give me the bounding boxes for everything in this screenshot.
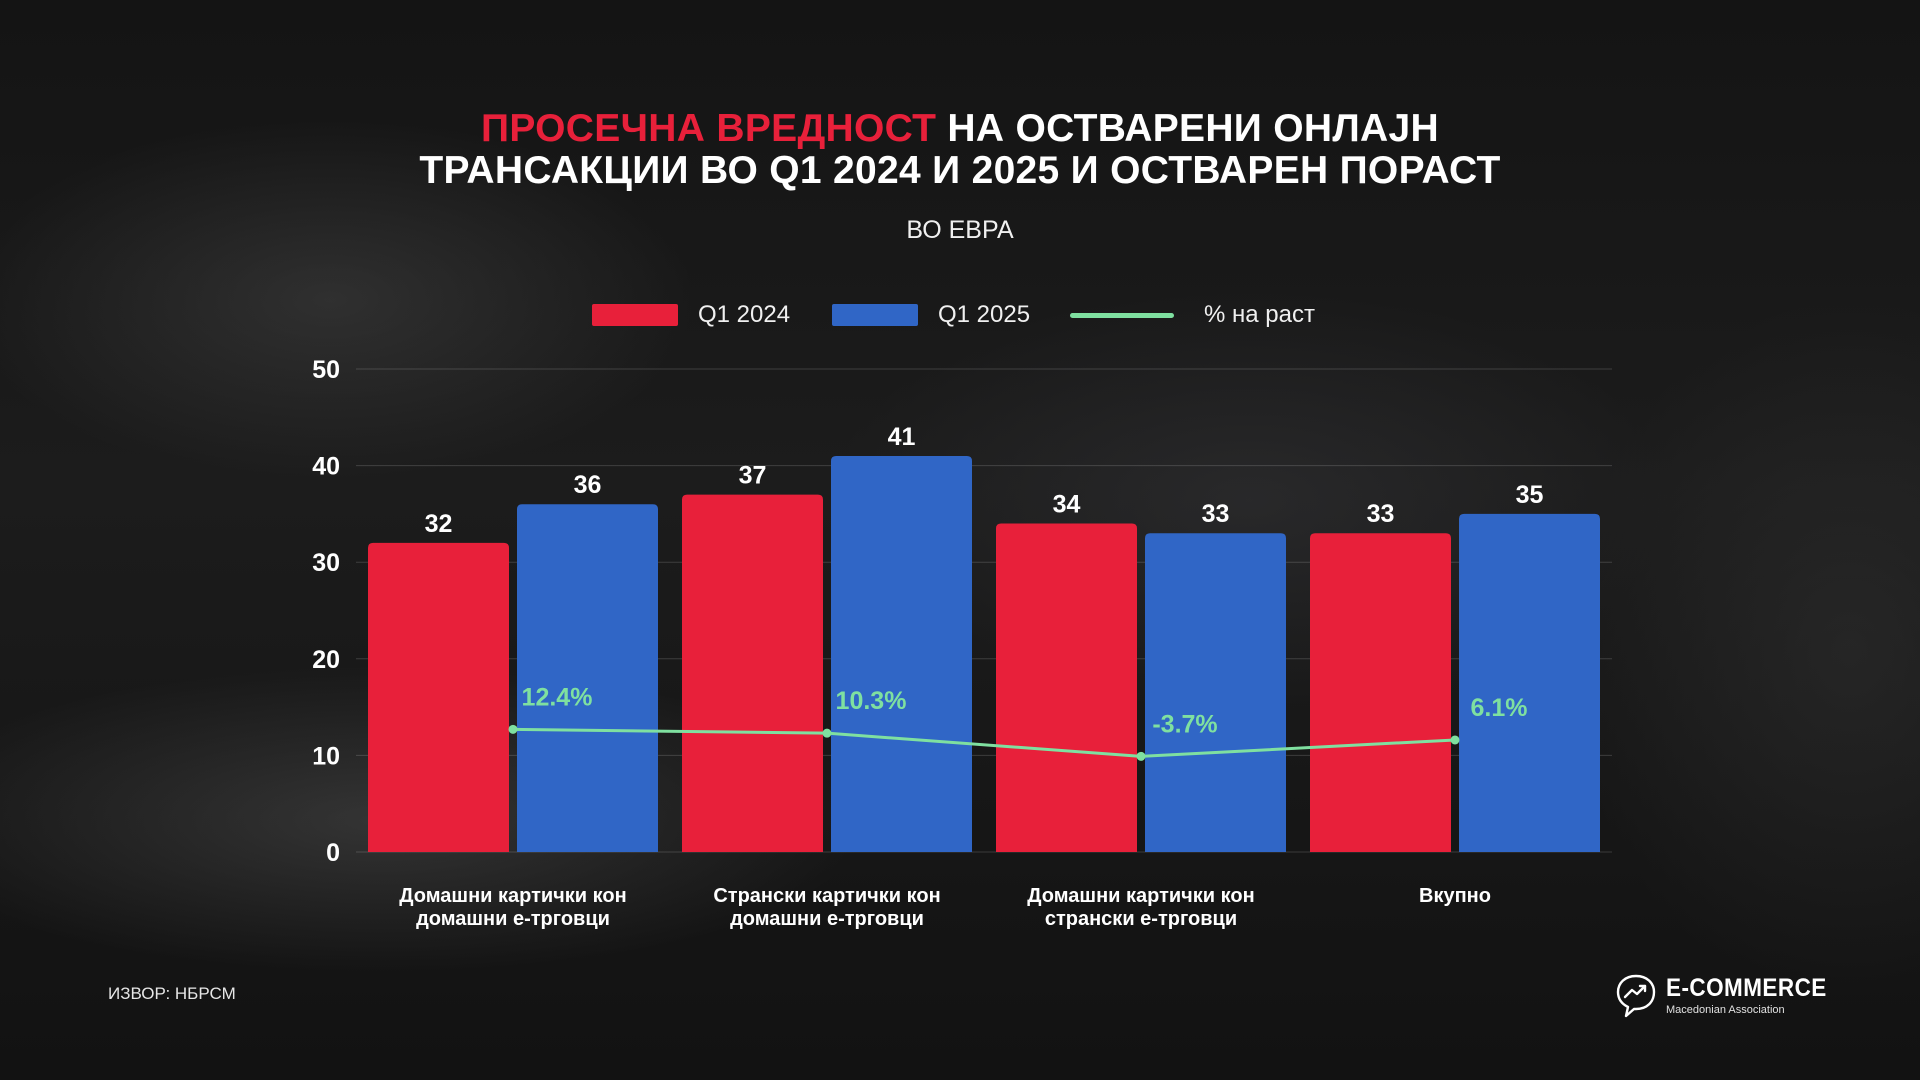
bar-value-label: 35: [1516, 481, 1544, 509]
chart-title: ПРОСЕЧНА ВРЕДНОСТ НА ОСТВАРЕНИ ОНЛАЈН ТР…: [0, 108, 1920, 192]
y-tick-label: 20: [312, 646, 340, 674]
title-rest: НА ОСТВАРЕНИ ОНЛАЈН: [947, 107, 1439, 150]
bar: [1310, 533, 1451, 852]
legend-swatch-growth: [1070, 312, 1174, 318]
title-line-1: ПРОСЕЧНА ВРЕДНОСТ НА ОСТВАРЕНИ ОНЛАЈН: [0, 108, 1920, 150]
growth-point: [1136, 751, 1146, 761]
bar-value-label: 33: [1367, 500, 1395, 528]
y-tick-label: 0: [326, 839, 340, 867]
growth-label: 6.1%: [1471, 694, 1528, 722]
bar-value-label: 34: [1053, 491, 1081, 519]
bar-value-label: 37: [739, 462, 767, 490]
legend-item-q1-2024: Q1 2024: [592, 300, 790, 330]
y-tick-label: 30: [312, 549, 340, 577]
x-tick-label: Вкупно: [1419, 885, 1491, 907]
logo-name: E-COMMERCE: [1666, 974, 1827, 1002]
growth-label: 10.3%: [836, 687, 907, 715]
bar: [682, 494, 823, 852]
bar: [1145, 533, 1286, 852]
x-tick-label: Домашни картички кон: [1027, 885, 1254, 907]
legend-swatch-q1-2024: [592, 304, 678, 326]
bar: [831, 455, 972, 852]
bar: [517, 504, 658, 852]
y-tick-label: 50: [312, 356, 340, 384]
x-tick-label: Странски картички кон: [713, 885, 940, 907]
bar-value-label: 41: [888, 423, 916, 451]
growth-point: [1450, 735, 1460, 745]
legend-item-q1-2025: Q1 2025: [832, 300, 1030, 330]
x-tick-label: Домашни картички кон: [399, 885, 626, 907]
growth-label: 12.4%: [522, 683, 593, 711]
bar: [996, 523, 1137, 852]
title-line-2: ТРАНСАКЦИИ ВО Q1 2024 И 2025 И ОСТВАРЕН …: [419, 149, 1501, 192]
growth-label: -3.7%: [1152, 710, 1217, 738]
growth-line: [512, 727, 1456, 758]
legend-label-q1-2024: Q1 2024: [698, 301, 791, 328]
legend-label-growth: % на раст: [1204, 301, 1315, 328]
chart-subtitle: ВО ЕВРА: [906, 216, 1014, 244]
bar: [1459, 513, 1600, 852]
y-tick-label: 10: [312, 742, 340, 770]
logo-tagline: Macedonian Association: [1666, 1004, 1785, 1016]
bar-value-label: 32: [425, 510, 453, 538]
y-tick-label: 40: [312, 453, 340, 481]
logo: E-COMMERCE Macedonian Association: [1614, 972, 1826, 1022]
legend-item-growth: % на раст: [1070, 300, 1315, 330]
legend-swatch-q1-2025: [832, 304, 918, 326]
bar-value-label: 36: [574, 471, 602, 499]
bar-value-label: 33: [1202, 500, 1230, 528]
source-note: ИЗВОР: НБРСМ: [108, 984, 236, 1003]
growth-point: [508, 724, 518, 734]
x-tick-label: домашни е-трговци: [730, 908, 924, 930]
x-tick-label: домашни е-трговци: [416, 908, 610, 930]
x-tick-label: странски е-трговци: [1045, 908, 1237, 930]
legend-label-q1-2025: Q1 2025: [938, 301, 1031, 328]
chat-bubble-trend-icon: [1616, 974, 1656, 1018]
bar: [368, 542, 509, 852]
chart-legend: Q1 2024 Q1 2025 % на раст: [0, 300, 1920, 330]
title-highlight: ПРОСЕЧНА ВРЕДНОСТ: [481, 107, 937, 150]
growth-point: [822, 728, 832, 738]
